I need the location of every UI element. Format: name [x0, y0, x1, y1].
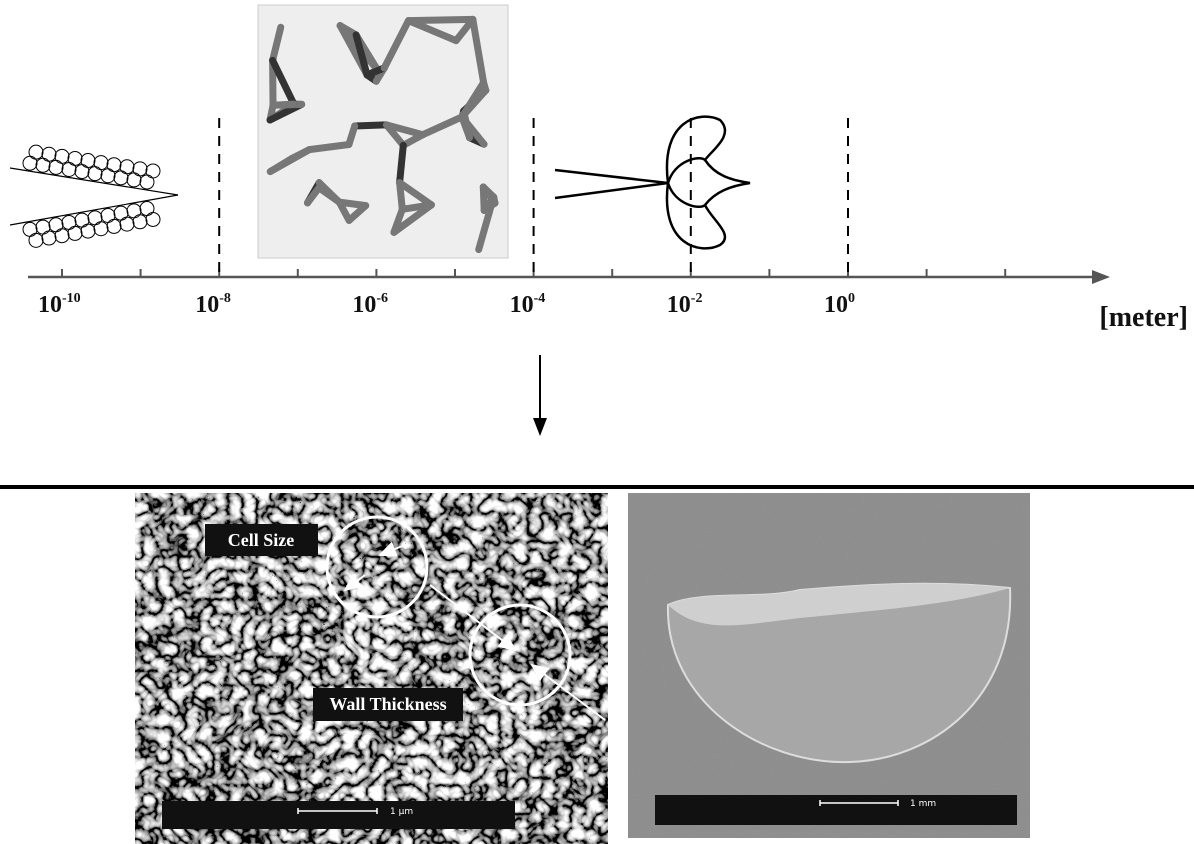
atom-layers: [10, 145, 178, 247]
atom: [62, 215, 76, 229]
boundary: [10, 168, 178, 195]
atom: [101, 209, 115, 223]
base: 10: [667, 292, 691, 318]
scale-bar-box: [655, 795, 1017, 825]
atom: [55, 149, 69, 163]
base: 10: [195, 292, 219, 318]
atom: [42, 147, 56, 161]
micrograph-right: 1 mm: [628, 493, 1030, 838]
base: 10: [38, 292, 62, 318]
unit-label: [meter]: [1099, 302, 1188, 333]
crack-lobes: [667, 117, 750, 249]
tick-label: 10-2: [667, 291, 703, 318]
atom: [49, 160, 63, 174]
atom: [23, 156, 37, 170]
atom: [133, 215, 147, 229]
strut: [355, 125, 387, 126]
atom: [81, 224, 95, 238]
micrograph-left: Cell Size Wall Thickness 1 μm: [135, 493, 608, 844]
atom: [36, 158, 50, 172]
atom: [36, 220, 50, 234]
atom: [127, 204, 141, 218]
exponent: -2: [691, 291, 703, 306]
atom: [140, 202, 154, 216]
strut: [408, 19, 472, 20]
atom: [101, 169, 115, 183]
atom: [68, 151, 82, 165]
strut: [273, 104, 294, 105]
scale-bar-box: [162, 801, 515, 829]
tick-label: 10-6: [352, 291, 388, 318]
atom: [146, 164, 160, 178]
scale-text: 1 mm: [910, 799, 936, 809]
atom: [29, 145, 43, 159]
exponent: -8: [219, 291, 231, 306]
wall-thickness-label: Wall Thickness: [329, 694, 446, 714]
atom: [75, 213, 89, 227]
atom: [127, 173, 141, 187]
exponent: -6: [376, 291, 388, 306]
exponent: -10: [62, 291, 81, 306]
exponent: -4: [534, 291, 546, 306]
atom: [62, 162, 76, 176]
atom: [120, 217, 134, 231]
atom: [114, 206, 128, 220]
atom: [88, 167, 102, 181]
atom: [120, 160, 134, 174]
atom: [29, 233, 43, 247]
strut: [400, 145, 404, 182]
scale-text: 1 μm: [390, 807, 413, 817]
diagram: [meter] 10-1010-810-610-410-2100 Cell Si…: [0, 0, 1194, 844]
atom: [146, 212, 160, 226]
tick-label: 10-10: [38, 291, 81, 318]
cell-size-label: Cell Size: [228, 530, 294, 550]
crack-sketch: [555, 117, 750, 249]
boundary: [10, 195, 178, 225]
atom: [68, 226, 82, 240]
atom: [55, 229, 69, 243]
base: 10: [824, 292, 848, 318]
atom: [49, 218, 63, 232]
axis-arrow: [1092, 270, 1110, 284]
atom: [81, 154, 95, 168]
page: {"axis":{"labels":[{"base":"10","exponen…: [0, 0, 1194, 844]
base: 10: [352, 292, 376, 318]
atom: [75, 165, 89, 179]
tick-label: 10-8: [195, 291, 231, 318]
atom: [133, 162, 147, 176]
crack: [555, 170, 668, 198]
atom: [140, 175, 154, 189]
atom: [107, 219, 121, 233]
tick-label: 100: [824, 291, 855, 318]
crack-tip: [668, 158, 705, 207]
atom: [42, 231, 56, 245]
base: 10: [510, 292, 534, 318]
atom: [94, 156, 108, 170]
atom: [94, 222, 108, 236]
atom: [23, 222, 37, 236]
foam-model: [258, 5, 508, 258]
atom: [107, 158, 121, 172]
arrow-head: [533, 418, 547, 436]
atom: [114, 171, 128, 185]
tick-label: 10-4: [510, 291, 546, 318]
atom: [88, 211, 102, 225]
exponent: 0: [848, 291, 855, 306]
